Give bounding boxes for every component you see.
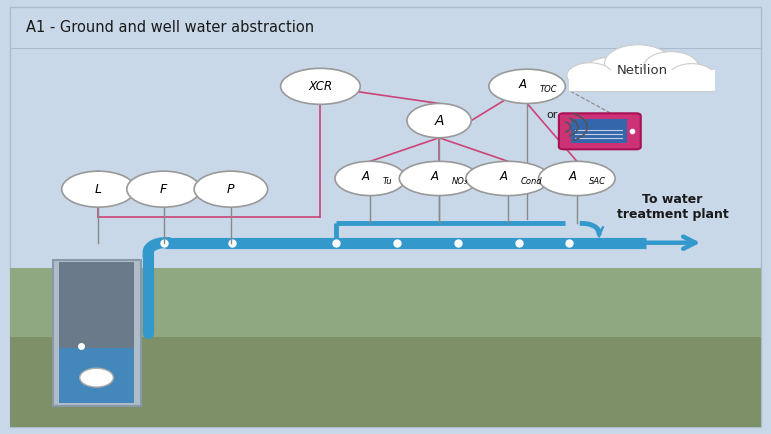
Text: A: A [434,114,444,128]
Bar [59,348,134,403]
Circle shape [604,45,672,82]
Circle shape [668,64,715,89]
Text: A: A [362,170,369,183]
Ellipse shape [539,161,615,196]
Text: F: F [160,183,167,196]
Bar [11,337,760,427]
Text: A: A [568,170,576,183]
Bar [569,70,715,91]
FancyBboxPatch shape [559,113,641,149]
Bar [571,119,627,143]
Ellipse shape [281,68,360,104]
Circle shape [79,368,113,387]
Bar [52,260,140,405]
Text: TOC: TOC [540,85,557,94]
Text: Tu: Tu [382,177,392,186]
Text: or: or [547,110,558,120]
Text: XCR: XCR [308,80,332,93]
Ellipse shape [335,161,406,196]
Ellipse shape [126,171,200,207]
Text: To water
treatment plant: To water treatment plant [617,193,729,221]
Text: SAC: SAC [589,177,606,186]
Ellipse shape [62,171,135,207]
Ellipse shape [194,171,268,207]
Text: A: A [519,78,527,91]
Ellipse shape [466,161,550,196]
Bar [11,268,760,337]
Ellipse shape [489,69,565,103]
Text: Cond: Cond [520,177,542,186]
Ellipse shape [407,103,471,138]
Circle shape [582,57,641,90]
Bar [59,262,134,403]
Text: A: A [500,170,507,183]
Text: A: A [430,170,439,183]
Text: Netilion: Netilion [616,63,668,76]
Text: A1 - Ground and well water abstraction: A1 - Ground and well water abstraction [25,20,314,35]
Circle shape [567,63,613,89]
Text: L: L [95,183,102,196]
Text: NO₃: NO₃ [451,177,467,186]
Ellipse shape [399,161,479,196]
Circle shape [644,52,699,82]
Text: P: P [227,183,234,196]
